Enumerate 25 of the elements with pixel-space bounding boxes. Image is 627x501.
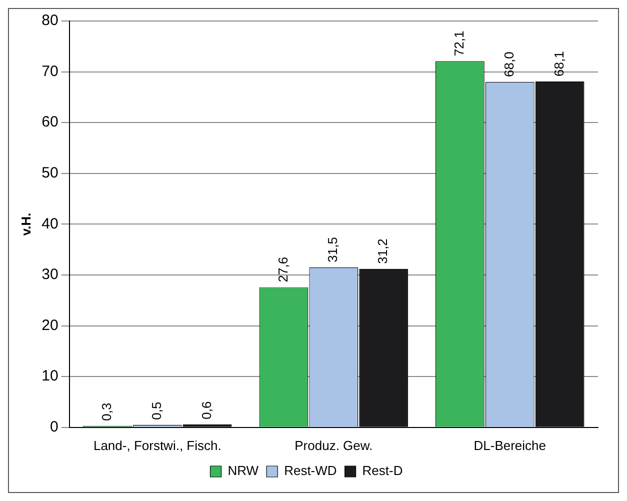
x-tick-label: Produz. Gew. (294, 438, 373, 453)
text: 31,2 (375, 238, 390, 264)
legend-label: NRW (228, 463, 260, 478)
text: 68,1 (551, 51, 566, 76)
y-tick-label: 20 (42, 316, 58, 334)
text: 0,6 (198, 401, 214, 420)
text: 27,6 (275, 256, 290, 282)
legend-label: Rest-D (362, 463, 403, 478)
y-tick-label: 80 (42, 12, 58, 30)
y-tick-label: 0 (50, 418, 58, 436)
y-tick-label: 60 (42, 114, 58, 131)
y-tick-label: 40 (42, 215, 58, 232)
x-tick-label: DL-Bereiche (474, 438, 546, 453)
text: 31,5 (325, 237, 340, 262)
x-tick-label: Land-, Forstwi., Fisch. (93, 438, 222, 453)
y-axis-title: v.H. (18, 212, 34, 236)
text: 72,1 (452, 30, 467, 56)
y-tick-label: 50 (42, 164, 58, 182)
y-tick-label: 30 (42, 266, 58, 284)
text: 0,5 (148, 402, 164, 420)
text: 0,3 (99, 402, 114, 421)
text: 68,0 (501, 52, 516, 77)
legend-label: Rest-WD (284, 463, 337, 478)
y-tick-label: 70 (42, 62, 58, 80)
y-tick-label: 10 (42, 368, 58, 385)
